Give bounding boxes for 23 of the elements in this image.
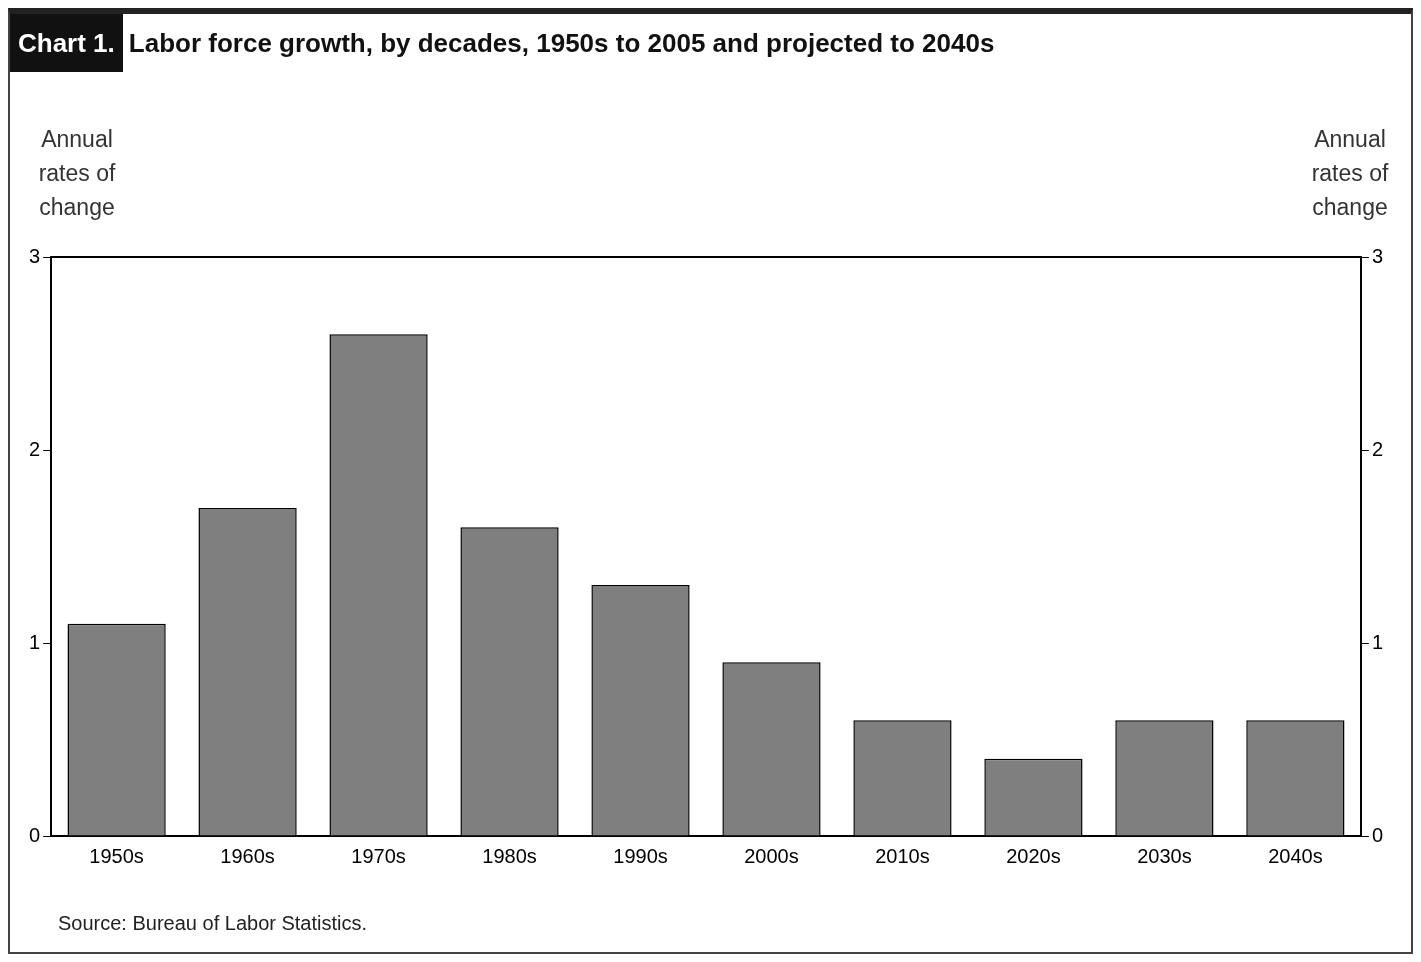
x-tick-label: 1960s (220, 844, 275, 867)
x-tick-label: 1990s (613, 844, 668, 867)
x-tick-label: 2010s (875, 844, 930, 867)
y2-tick-label: 3 (1371, 244, 1383, 267)
x-tick-label: 1950s (89, 844, 144, 867)
y2-tick-label: 0 (1371, 823, 1383, 846)
y-tick-label: 2 (29, 437, 41, 460)
y2-tick-label: 1 (1371, 630, 1383, 653)
x-tick-label: 1980s (482, 844, 537, 867)
x-tick-label: 1970s (351, 844, 406, 867)
y-axis-title: Annual rates of change (37, 125, 117, 222)
y-tick-label: 0 (29, 823, 41, 846)
caption: Chart 1. (10, 14, 123, 72)
y2-axis-title: Annual rates of change (1310, 125, 1390, 222)
x-tick-label: 2030s (1137, 844, 1192, 867)
x-tick-label: 2040s (1268, 844, 1323, 867)
x-tick-label: 2020s (1006, 844, 1061, 867)
x-tick-label: 2000s (744, 844, 799, 867)
y-tick-label: 3 (29, 244, 41, 267)
y2-tick-label: 2 (1371, 437, 1383, 460)
y-tick-label: 1 (29, 630, 41, 653)
source-note: Source: Bureau of Labor Statistics. (58, 912, 368, 935)
chart-title: Labor force growth, by decades, 1950s to 2005 and projected to 2040s (128, 27, 995, 59)
